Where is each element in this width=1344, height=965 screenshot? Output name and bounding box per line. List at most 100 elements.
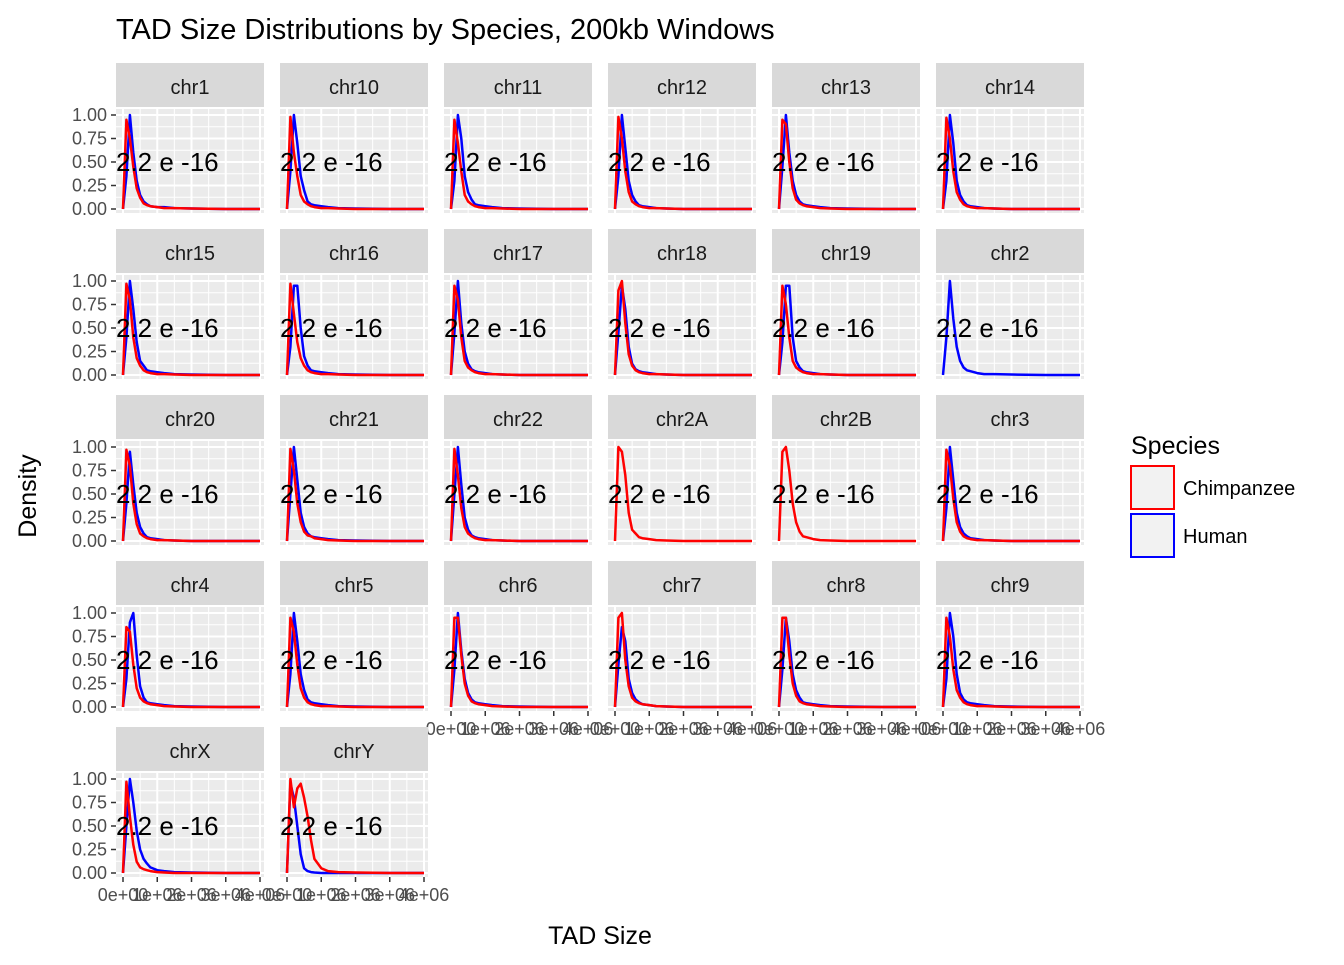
- facet-annotation: 2.2 e -16: [936, 147, 1039, 177]
- facet-plot-area: 2.2 e -16: [444, 441, 592, 545]
- x-tick-label: 2e+06: [986, 719, 1037, 739]
- facet-annotation: 2.2 e -16: [444, 479, 547, 509]
- facet-annotation: 2.2 e -16: [280, 479, 383, 509]
- density-line-chimpanzee: [613, 279, 752, 377]
- density-line-chimpanzee: [285, 777, 424, 875]
- x-tick-label: 1e+06: [624, 719, 675, 739]
- legend-title: Species: [1131, 432, 1220, 460]
- gridlines: [444, 109, 592, 213]
- facet-strip: [116, 727, 264, 771]
- gridlines: [608, 441, 756, 545]
- y-tick-label: 0.75: [72, 295, 107, 315]
- facet-strip-label: chr3: [991, 409, 1030, 431]
- y-tick-label: 1.00: [72, 105, 107, 125]
- y-tick-label: 0.00: [72, 199, 107, 219]
- y-tick-label: 0.25: [72, 840, 107, 860]
- facet-annotation: 2.2 e -16: [116, 313, 219, 343]
- density-line-chimpanzee: [121, 780, 260, 875]
- facet-strip: [772, 229, 920, 273]
- density-line-chimpanzee: [121, 448, 260, 543]
- facet-strip-label: chr22: [493, 409, 543, 431]
- facet-strip: [936, 395, 1084, 439]
- x-tick-label: 3e+06: [1020, 719, 1071, 739]
- x-tick-label: 0e+00: [98, 885, 149, 905]
- facet-strip: [772, 561, 920, 605]
- facet-strip-label: chr5: [335, 575, 374, 597]
- facet-panel: chr3 2.2 e -16: [936, 395, 1084, 545]
- y-tick-label: 1.00: [72, 437, 107, 457]
- x-tick-label: 4e+06: [563, 719, 614, 739]
- facet-panel: chr11 2.2 e -16: [444, 63, 592, 213]
- facet-plot-area: 2.2 e -16 0.00 0.25 0.50 0.75 1.00 0e+001e+062…: [72, 769, 285, 905]
- y-tick-label: 0.00: [72, 697, 107, 717]
- x-tick-label: 0e+00: [262, 885, 313, 905]
- y-tick-label: 1.00: [72, 271, 107, 291]
- facet-strip: [444, 561, 592, 605]
- density-line-human: [941, 279, 1080, 377]
- y-tick-label: 0.75: [72, 793, 107, 813]
- gridlines: [936, 275, 1084, 379]
- facet-plot-area: 2.2 e -16: [608, 275, 756, 379]
- facet-strip-label: chr21: [329, 409, 379, 431]
- facet-annotation: 2.2 e -16: [772, 645, 875, 675]
- facet-plot-area: 2.2 e -16: [772, 275, 920, 379]
- facet-panel: chr10 2.2 e -16: [280, 63, 428, 213]
- facet-panel: chr1 2.2 e -16 0.00 0.25 0.50 0.75 1.00: [72, 63, 264, 219]
- legend-entries: Chimpanzee Human: [1130, 465, 1295, 558]
- y-tick-label: 0.75: [72, 129, 107, 149]
- facet-annotation: 2.2 e -16: [936, 313, 1039, 343]
- facet-strip-label: chr15: [165, 243, 215, 265]
- density-line-chimpanzee: [777, 616, 916, 709]
- density-line-chimpanzee: [941, 116, 1080, 211]
- gridlines: [444, 441, 592, 545]
- x-tick-label: 4e+06: [727, 719, 778, 739]
- facet-panel: chrX 2.2 e -16 0.00 0.25 0.50 0.75 1.00 0e+001e…: [72, 727, 285, 905]
- facet-plot-area: 2.2 e -16: [280, 109, 428, 213]
- x-axis-label: TAD Size: [548, 922, 652, 950]
- facet-annotation: 2.2 e -16: [280, 811, 383, 841]
- y-tick-label: 0.25: [72, 342, 107, 362]
- facet-strip-label: chr20: [165, 409, 215, 431]
- facet-strip-label: chr9: [991, 575, 1030, 597]
- facet-plot-area: 2.2 e -16: [608, 441, 756, 545]
- facet-strip-label: chr18: [657, 243, 707, 265]
- facet-plot-area: 2.2 e -16: [280, 275, 428, 379]
- facet-strip: [280, 395, 428, 439]
- facet-panel: chr4 2.2 e -16 0.00 0.25 0.50 0.75 1.00: [72, 561, 264, 717]
- x-tick-label: 0e+00: [918, 719, 969, 739]
- x-tick-label: 1e+06: [460, 719, 511, 739]
- facet-strip-label: chr19: [821, 243, 871, 265]
- density-line-chimpanzee: [941, 448, 1080, 543]
- facet-strip-label: chr7: [663, 575, 702, 597]
- facet-panel: chr2B 2.2 e -16: [772, 395, 920, 545]
- x-tick-label: 3e+06: [692, 719, 743, 739]
- facet-strip-label: chr2B: [820, 409, 872, 431]
- facet-strip-label: chr2A: [656, 409, 709, 431]
- y-tick-label: 0.25: [72, 674, 107, 694]
- density-line-chimpanzee: [285, 447, 424, 543]
- facet-panel: chr22 2.2 e -16: [444, 395, 592, 545]
- facet-strip: [444, 395, 592, 439]
- density-line-chimpanzee: [285, 282, 424, 377]
- y-tick-label: 0.50: [72, 318, 107, 338]
- gridlines: [116, 441, 264, 545]
- y-tick-label: 1.00: [72, 769, 107, 789]
- x-tick-label: 4e+06: [891, 719, 942, 739]
- density-line-chimpanzee: [121, 118, 260, 211]
- x-tick-label: 4e+06: [1055, 719, 1106, 739]
- gridlines: [772, 607, 920, 711]
- facet-strip-label: chrX: [169, 741, 210, 763]
- gridlines: [608, 109, 756, 213]
- facet-strip: [280, 63, 428, 107]
- facet-annotation: 2.2 e -16: [116, 645, 219, 675]
- y-tick-label: 0.75: [72, 627, 107, 647]
- facet-annotation: 2.2 e -16: [936, 479, 1039, 509]
- x-tick-label: 3e+06: [528, 719, 579, 739]
